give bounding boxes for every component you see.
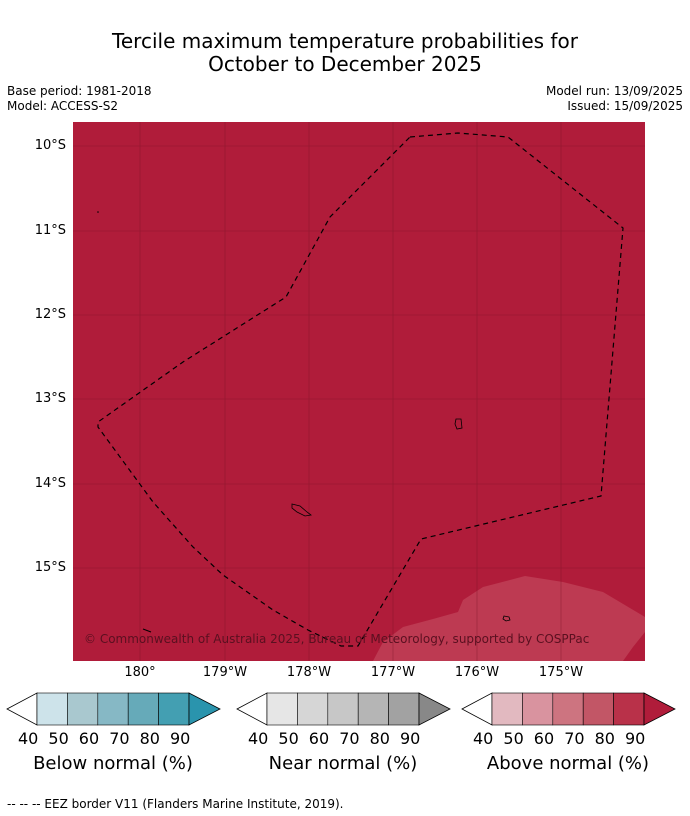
colorbar-tick-label: 80 <box>369 729 390 748</box>
colorbar-segment <box>158 692 190 726</box>
lon-label-178w: 178°W <box>286 665 332 680</box>
eez-footer-note: -- -- -- EEZ border V11 (Flanders Marine… <box>7 797 344 811</box>
colorbar-tick-label: 40 <box>473 729 494 748</box>
colorbar-extend-high <box>418 692 451 726</box>
model-name: Model: ACCESS-S2 <box>7 99 119 113</box>
grid-lines <box>73 122 645 661</box>
colorbar-segment <box>582 692 614 726</box>
lon-label-179w: 179°W <box>202 665 248 680</box>
colorbar-tick-label: 70 <box>109 729 130 748</box>
colorbar-tick-label: 90 <box>170 729 191 748</box>
colorbar-segment <box>297 692 329 726</box>
colorbar-tick-label: 50 <box>48 729 69 748</box>
lon-label-176w: 176°W <box>454 665 500 680</box>
island-outline <box>97 211 99 213</box>
colorbar-segment <box>357 692 389 726</box>
lat-label-11s: 11°S <box>34 223 66 238</box>
colorbar-svg <box>6 692 221 726</box>
lon-label-180: 180° <box>124 665 156 680</box>
colorbar-extend-low <box>461 692 493 726</box>
colorbar-svg <box>236 692 451 726</box>
title-line-2: October to December 2025 <box>208 52 482 76</box>
colorbar-svg <box>461 692 676 726</box>
lon-label-177w: 177°W <box>370 665 416 680</box>
colorbar-title-below: Below normal (%) <box>33 753 193 774</box>
colorbar-tick-label: 70 <box>339 729 360 748</box>
lat-label-15s: 15°S <box>34 560 66 575</box>
lat-label-12s: 12°S <box>34 307 66 322</box>
island-outline <box>291 503 312 517</box>
colorbar-segment <box>266 692 298 726</box>
colorbar-extend-low <box>236 692 268 726</box>
colorbar-segment <box>36 692 68 726</box>
colorbar-segment <box>67 692 99 726</box>
colorbar-segment <box>127 692 159 726</box>
island-outline <box>454 418 463 430</box>
colorbar-tick-label: 60 <box>308 729 330 748</box>
colorbar-segment <box>613 692 645 726</box>
above-normal-80-region <box>373 576 645 661</box>
colorbar-tick-label: 60 <box>533 729 555 748</box>
meta-right: Model run: 13/09/2025 Issued: 15/09/2025 <box>546 84 683 114</box>
colorbar-tick-label: 50 <box>278 729 299 748</box>
colorbar-segment <box>491 692 523 726</box>
colorbar-extend-high <box>188 692 221 726</box>
eez-border <box>97 132 624 647</box>
lat-label-10s: 10°S <box>34 138 66 153</box>
issued-date: Issued: 15/09/2025 <box>567 99 683 113</box>
map-area <box>73 122 645 661</box>
colorbar-segment <box>388 692 420 726</box>
colorbar-segment <box>327 692 359 726</box>
colorbar-near-normal <box>236 692 452 728</box>
colorbar-tick-label: 40 <box>248 729 269 748</box>
colorbar-tick-label: 80 <box>139 729 160 748</box>
colorbar-segment <box>97 692 129 726</box>
colorbar-extend-low <box>6 692 38 726</box>
colorbar-tick-label: 80 <box>594 729 615 748</box>
map-svg <box>73 122 645 661</box>
colorbar-title-near: Near normal (%) <box>268 753 418 774</box>
colorbar-segment <box>552 692 584 726</box>
base-period: Base period: 1981-2018 <box>7 84 152 98</box>
colorbar-title-above: Above normal (%) <box>486 753 650 774</box>
island-outline <box>142 628 152 633</box>
island-outline <box>502 615 511 622</box>
colorbar-tick-label: 70 <box>564 729 585 748</box>
colorbar-above-normal <box>461 692 677 728</box>
colorbar-tick-label: 50 <box>503 729 524 748</box>
above-normal-90-region <box>73 122 645 661</box>
lat-label-13s: 13°S <box>34 391 66 406</box>
model-run: Model run: 13/09/2025 <box>545 84 683 98</box>
map-title: Tercile maximum temperature probabilitie… <box>0 30 690 76</box>
meta-left: Base period: 1981-2018 Model: ACCESS-S2 <box>7 84 152 114</box>
colorbar-extend-high <box>643 692 676 726</box>
colorbar-tick-label: 60 <box>78 729 100 748</box>
colorbar-tick-label: 40 <box>18 729 39 748</box>
copyright-text: © Commonwealth of Australia 2025, Bureau… <box>84 632 590 646</box>
title-line-1: Tercile maximum temperature probabilitie… <box>112 29 578 53</box>
colorbar-below-normal <box>6 692 222 728</box>
colorbar-segment <box>522 692 554 726</box>
lon-label-175w: 175°W <box>538 665 584 680</box>
colorbar-tick-label: 90 <box>625 729 646 748</box>
colorbar-tick-label: 90 <box>400 729 421 748</box>
lat-label-14s: 14°S <box>34 476 66 491</box>
